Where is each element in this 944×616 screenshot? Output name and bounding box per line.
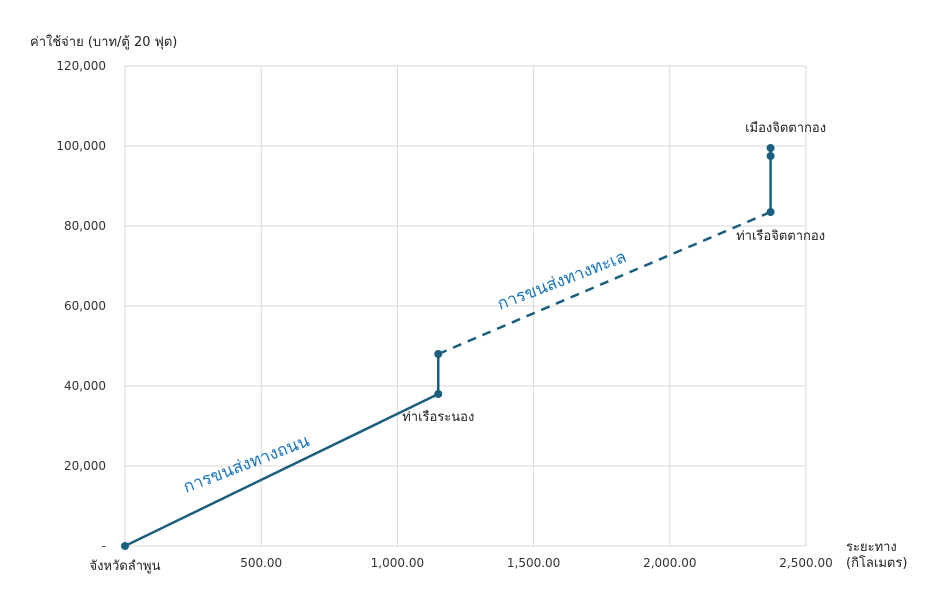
data-point: [434, 350, 443, 358]
y-tick-label: 100,000: [56, 139, 106, 153]
y-tick-label: 60,000: [64, 299, 106, 313]
sea-transport-label: การขนส่งทางทะเล: [495, 247, 630, 315]
grid-lines: [124, 65, 807, 547]
x-tick-label: 500.00: [240, 556, 282, 570]
data-point: [766, 152, 775, 160]
point-label: จังหวัดลำพูน: [90, 559, 161, 574]
x-tick-label: 1,500.00: [507, 556, 560, 570]
point-labels: จังหวัดลำพูน ท่าเรือระนอง ท่าเรือจิตตากอง เ…: [90, 120, 827, 574]
y-axis-title: ค่าใช้จ่าย (บาท/ตู้ 20 ฟุต): [30, 34, 177, 50]
x-tick-label: 2,000.00: [643, 556, 696, 570]
road-route-line: [124, 392, 439, 548]
data-point: [121, 542, 129, 550]
y-tick-label: -: [102, 539, 106, 553]
data-lines: [124, 148, 772, 548]
data-point: [766, 144, 775, 152]
y-tick-label: 20,000: [64, 459, 106, 473]
x-tick-label: 2,500.00: [779, 556, 832, 570]
point-label: ท่าเรือระนอง: [402, 409, 474, 425]
x-axis-ticks: 500.00 1,000.00 1,500.00 2,000.00 2,500.00: [240, 556, 833, 570]
x-axis-title-line2: (กิโลเมตร): [846, 555, 907, 571]
y-tick-label: 40,000: [64, 379, 106, 393]
point-label: เมืองจิตตากอง: [745, 120, 826, 136]
x-axis-title-line1: ระยะทาง: [846, 540, 897, 555]
data-point: [766, 208, 775, 216]
y-tick-label: 120,000: [56, 59, 106, 73]
sea-route-line: [437, 210, 772, 356]
x-tick-label: 1,000.00: [371, 556, 424, 570]
data-markers: [121, 144, 775, 550]
y-axis-ticks: - 20,000 40,000 60,000 80,000 100,000 120,000: [56, 59, 106, 553]
y-tick-label: 80,000: [64, 219, 106, 233]
data-point: [434, 390, 443, 398]
point-label: ท่าเรือจิตตากอง: [736, 228, 825, 244]
